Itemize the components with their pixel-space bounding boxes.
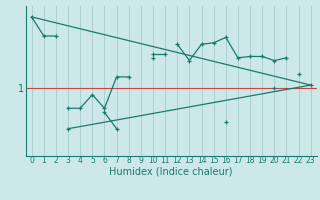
X-axis label: Humidex (Indice chaleur): Humidex (Indice chaleur)	[109, 166, 233, 176]
